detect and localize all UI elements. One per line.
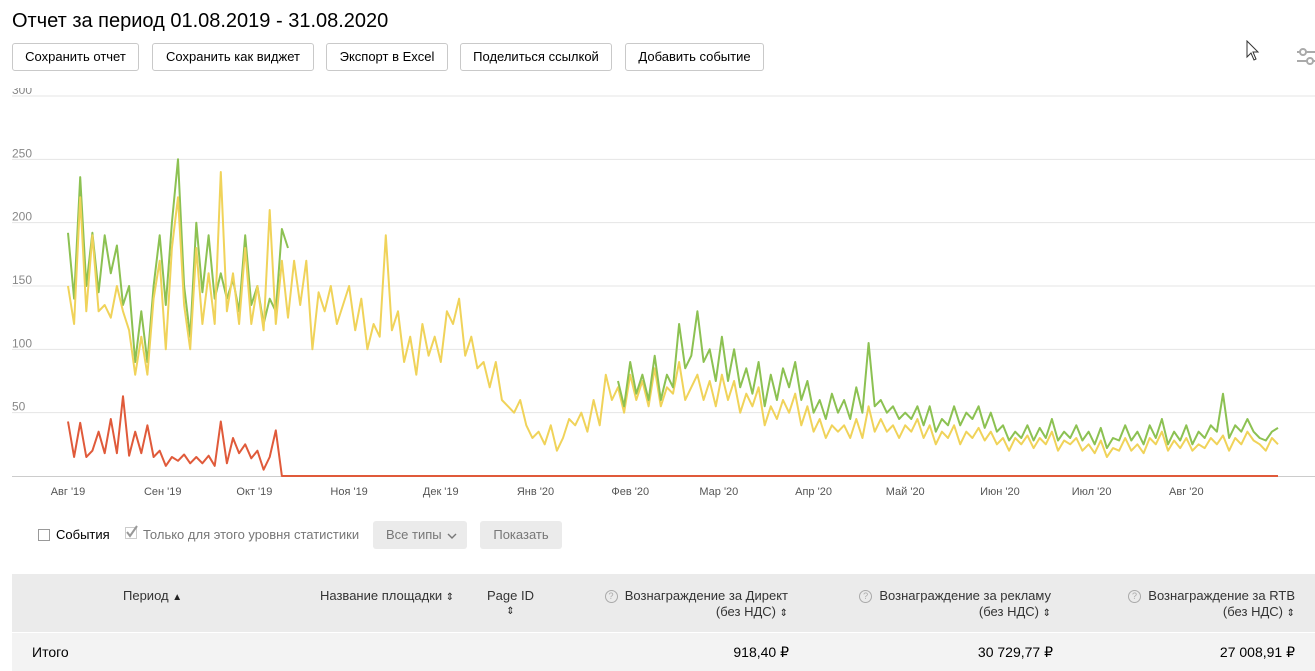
series-line-2: [617, 310, 1279, 450]
x-tick-label: Апр '20: [795, 486, 832, 498]
y-tick-label: 200: [12, 210, 32, 224]
statistics-chart: 50 100 150 200 250 300 Авг '19 Сен '19 Окт '19 Н…: [12, 88, 1315, 498]
chart-series: [67, 158, 1279, 477]
series-line-1: [67, 171, 1279, 458]
sort-icon: ⇕: [779, 608, 788, 619]
sort-icon: ⇕: [1042, 608, 1051, 619]
save-report-button[interactable]: Сохранить отчет: [12, 43, 139, 71]
series-line-3: [67, 395, 1278, 477]
x-tick-label: Фев '20: [611, 486, 649, 498]
x-tick-label: Май '20: [886, 486, 925, 498]
y-tick-label: 250: [12, 146, 32, 160]
page-title: Отчет за период 01.08.2019 - 31.08.2020: [12, 10, 389, 32]
help-icon[interactable]: ?: [604, 590, 618, 603]
totals-direct: 918,40 ₽: [733, 644, 789, 660]
export-excel-button[interactable]: Экспорт в Excel: [326, 43, 448, 71]
x-tick-label: Июл '20: [1072, 486, 1112, 498]
column-period-label: Период: [123, 588, 169, 603]
column-rtb-reward[interactable]: ? Вознаграждение за RTB (без НДС) ⇕: [1128, 588, 1295, 622]
mouse-cursor-icon: [1246, 40, 1260, 61]
help-icon[interactable]: ?: [1128, 590, 1142, 603]
event-types-select[interactable]: Все типы: [373, 521, 467, 549]
y-tick-label: 50: [12, 400, 26, 414]
sort-asc-icon: ▲: [172, 592, 183, 603]
table-header: Период ▲ Название площадки ⇕ Page ID ⇕ ?…: [12, 574, 1315, 632]
table-totals-row: Итого 918,40 ₽ 30 729,77 ₽ 27 008,91 ₽: [12, 633, 1315, 671]
save-as-widget-button[interactable]: Сохранить как виджет: [152, 43, 314, 71]
add-event-button[interactable]: Добавить событие: [625, 43, 764, 71]
totals-ads: 30 729,77 ₽: [977, 644, 1053, 660]
x-tick-label: Ноя '19: [330, 486, 367, 498]
sort-icon: ⇕: [1286, 608, 1295, 619]
series-line-0: [67, 158, 289, 363]
x-tick-label: Янв '20: [517, 486, 554, 498]
x-tick-label: Авг '20: [1169, 486, 1204, 498]
chevron-down-icon: [447, 533, 457, 539]
sort-icon: ⇕: [445, 592, 455, 603]
column-page-id[interactable]: Page ID ⇕: [487, 588, 534, 620]
column-direct-reward[interactable]: ? Вознаграждение за Директ (без НДС) ⇕: [604, 588, 788, 622]
column-period[interactable]: Период ▲: [123, 588, 182, 606]
event-types-value: Все типы: [386, 527, 442, 542]
column-page-id-label: Page ID: [487, 588, 534, 603]
events-label: События: [56, 527, 110, 542]
x-tick-label: Окт '19: [236, 486, 272, 498]
checkmark-icon: [126, 525, 138, 538]
show-button[interactable]: Показать: [480, 521, 562, 549]
column-ads-reward-sub: (без НДС): [978, 604, 1039, 619]
events-checkbox[interactable]: [38, 529, 50, 541]
help-icon[interactable]: ?: [859, 590, 873, 603]
column-direct-reward-label: Вознаграждение за Директ: [624, 588, 788, 603]
x-tick-label: Сен '19: [144, 486, 182, 498]
x-tick-label: Мар '20: [699, 486, 738, 498]
column-rtb-reward-label: Вознаграждение за RTB: [1148, 588, 1295, 603]
column-site-name-label: Название площадки: [320, 588, 443, 603]
events-filter-row: События Только для этого уровня статисти…: [0, 520, 1315, 550]
x-axis-ticks: Авг '19 Сен '19 Окт '19 Ноя '19 Дек '19 Янв '…: [51, 486, 1204, 498]
column-rtb-reward-sub: (без НДС): [1222, 604, 1283, 619]
level-only-label: Только для этого уровня статистики: [143, 527, 360, 542]
y-tick-label: 300: [12, 88, 32, 97]
share-link-button[interactable]: Поделиться ссылкой: [460, 43, 612, 71]
y-axis-ticks: 50 100 150 200 250 300: [12, 88, 32, 414]
x-tick-label: Авг '19: [51, 486, 86, 498]
y-tick-label: 100: [12, 336, 32, 350]
x-tick-label: Июн '20: [980, 486, 1020, 498]
column-ads-reward-label: Вознаграждение за рекламу: [879, 588, 1051, 603]
settings-sliders-icon[interactable]: [1297, 48, 1315, 66]
column-ads-reward[interactable]: ? Вознаграждение за рекламу (без НДС) ⇕: [859, 588, 1051, 622]
column-site-name[interactable]: Название площадки ⇕: [320, 588, 454, 606]
level-only-checkbox[interactable]: [125, 525, 138, 539]
totals-label: Итого: [32, 644, 69, 660]
totals-rtb: 27 008,91 ₽: [1219, 644, 1295, 660]
column-direct-reward-sub: (без НДС): [715, 604, 776, 619]
sort-icon: ⇕: [506, 606, 515, 617]
x-tick-label: Дек '19: [423, 486, 459, 498]
y-tick-label: 150: [12, 273, 32, 287]
